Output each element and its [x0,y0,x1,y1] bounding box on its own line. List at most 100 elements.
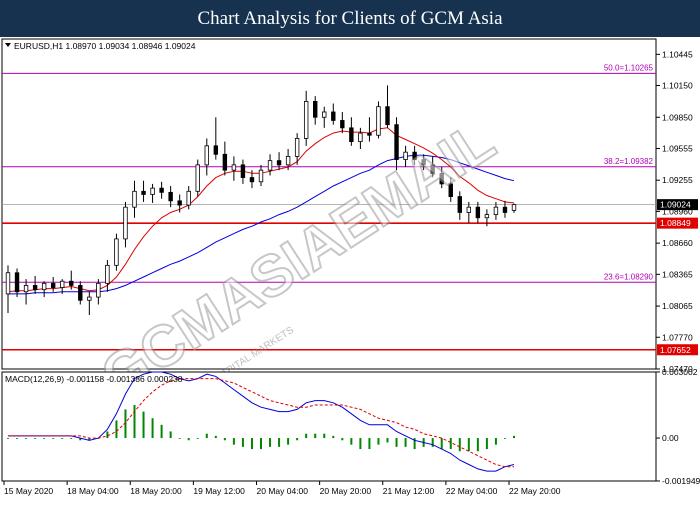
page-header: Chart Analysis for Clients of GCM Asia [0,0,700,37]
macd-histogram-bar [467,438,470,452]
candle [87,291,92,316]
candle-body [78,285,83,301]
price-y-tick-label: 1.07770 [662,332,693,342]
price-y-tick-label: 1.08960 [662,206,693,216]
time-tick-label: 19 May 12:00 [193,486,245,496]
candle [412,145,417,165]
candle [60,279,65,294]
macd-y-tick-label: -0.001949 [662,476,700,486]
macd-histogram-bar [205,433,208,439]
time-tick-label: 20 May 04:00 [257,486,309,496]
candle-body [276,160,282,166]
macd-histogram-bar [440,438,443,450]
candle-body [96,282,101,298]
candle-body [240,164,246,178]
price-tags: 1.08849 1.07652 1.09024 [657,199,698,356]
macd-line [8,371,515,472]
price-plot-frame [1,38,657,370]
candle-body [502,206,508,213]
candle-body [484,214,490,219]
candle [439,166,444,189]
macd-histogram-bar [431,438,434,447]
macd-histogram-bar [359,438,362,450]
candle [123,201,128,248]
macd-panel: 0.003002 0.00 -0.001949 MACD(12,26,9) -0.0… [1,367,700,486]
candle-body [69,280,74,286]
macd-histogram-bar [296,438,299,441]
candle [141,180,146,202]
candle-body [313,101,318,118]
candle [258,164,264,187]
macd-histogram-bar [413,438,416,450]
candle [14,268,20,298]
macd-histogram-bar [16,438,19,439]
macd-histogram-bar [79,438,82,441]
macd-histogram-bar [25,438,28,439]
price-panel-title: EURUSD,H1 1.08970 1.09034 1.08946 1.0902… [14,41,196,51]
fibonacci-label: 38.2=1.09382 [604,157,654,166]
candle-body [114,238,119,266]
macd-histogram-bar [260,438,262,450]
candle [249,170,255,189]
fibonacci-label: 23.6=1.08290 [604,272,654,281]
candle [303,90,309,146]
candle-body [204,145,209,166]
candle [213,117,219,160]
macd-histogram-bar [70,438,73,439]
candle-body [195,164,200,192]
macd-histogram-bar [106,431,109,439]
macd-histogram-bar [305,433,308,439]
candle [285,149,291,171]
time-axis: 15 May 2020 18 May 04:00 18 May 20:00 19 Ma… [3,481,561,496]
page-title: Chart Analysis for Clients of GCM Asia [197,8,503,29]
candle-body [331,111,336,121]
candle-body [105,264,110,284]
candle-body [168,191,173,202]
price-y-tick-label: 1.10445 [662,49,693,59]
price-y-tick-label: 1.09850 [662,112,693,122]
candle [448,177,453,202]
price-y-tick-label: 1.08660 [662,238,693,248]
macd-y-tick-label: 0.00 [662,433,679,443]
candle [331,103,336,125]
candle-body [385,106,390,126]
candle [222,141,228,176]
price-layer: 50.0=1.10265 38.2=1.09382 23.6=1.08290 [2,63,656,351]
macd-histogram-bar [494,438,497,445]
candle-body [177,200,182,206]
candle [177,194,182,213]
macd-histogram-bar [223,438,226,441]
candle-body [213,145,219,155]
candle [394,117,399,171]
macd-histogram-bar [52,438,55,439]
candle [430,156,435,178]
macd-histogram-bar [160,424,163,439]
candle [403,145,408,167]
macd-layer [7,371,515,472]
macd-histogram-bar [7,438,9,439]
macd-histogram-bar [142,411,145,439]
macd-histogram-bar [187,438,190,441]
candle [150,183,155,203]
candle-body [303,101,309,139]
candle [41,281,47,298]
candle-body [14,272,20,293]
candle-body [249,177,255,183]
price-y-tick-label: 1.07470 [662,364,693,374]
candle [132,180,137,218]
time-tick-label: 15 May 2020 [4,486,53,496]
candle-body [457,196,462,213]
support-resistance-tag-label: 1.07652 [660,345,691,355]
candle [294,133,300,165]
candle-body [349,127,354,142]
candle-body [493,206,499,215]
macd-histogram-bar [151,418,154,439]
macd-histogram-bar [61,438,64,439]
support-resistance-tag [657,217,698,229]
macd-histogram-bar [386,438,389,443]
macd-histogram-bar [269,438,272,447]
candle-body [150,187,155,195]
collapse-triangle-icon[interactable] [5,43,11,47]
